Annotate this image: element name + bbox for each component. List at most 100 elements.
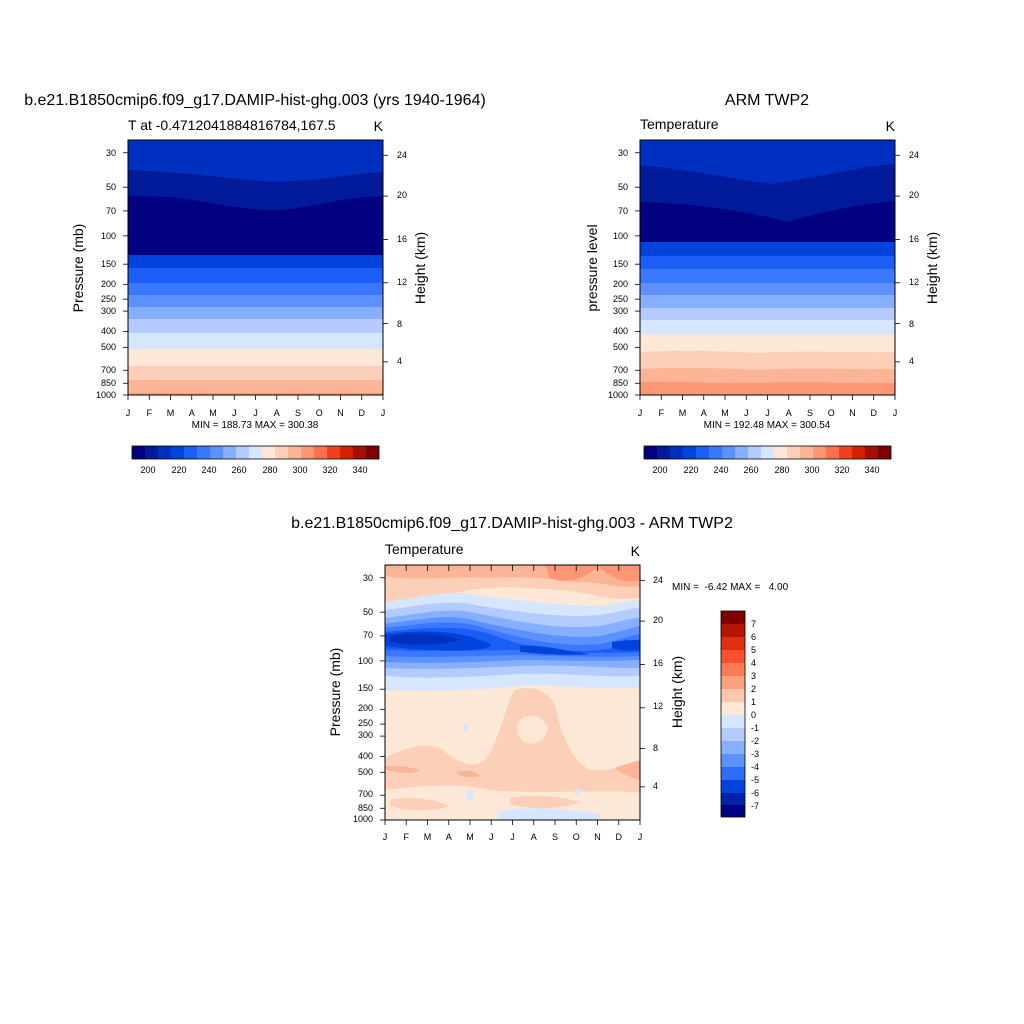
colorbar-label: -4 — [751, 762, 759, 772]
colorbar-label: 6 — [751, 632, 756, 642]
x-tick: D — [871, 408, 878, 418]
x-tick: J — [638, 832, 643, 842]
x-tick: A — [786, 408, 792, 418]
y-tick: 700 — [613, 365, 628, 375]
y2-tick: 24 — [909, 150, 919, 160]
axis-tick-marks — [123, 152, 900, 825]
panel-model: b.e21.B1850cmip6.f09_g17.DAMIP-hist-ghg.… — [24, 92, 486, 475]
x-tick: J — [383, 832, 388, 842]
y-tick: 100 — [101, 231, 116, 241]
y-tick: 300 — [613, 306, 628, 316]
x-tick: N — [594, 832, 601, 842]
y-tick: 300 — [101, 306, 116, 316]
y2-tick: 12 — [909, 277, 919, 287]
y-tick: 400 — [613, 326, 628, 336]
panel-obs-y-ticks: 30 50 70 100 150 200 250 300 400 500 700… — [608, 148, 628, 400]
y-tick: 1000 — [353, 814, 373, 824]
y-tick: 400 — [358, 751, 373, 761]
x-tick: D — [616, 832, 623, 842]
y-tick: 200 — [613, 279, 628, 289]
colorbar-label: 260 — [743, 465, 758, 475]
colorbar-label: -2 — [751, 736, 759, 746]
panel-diff-y-ticks: 30 50 70 100 150 200 250 300 400 500 700… — [353, 573, 373, 824]
y2-tick: 20 — [909, 190, 919, 200]
x-tick: O — [573, 832, 580, 842]
y2-tick: 4 — [653, 781, 658, 791]
panel-diff-top-ticks — [405, 565, 620, 571]
y2-tick: 8 — [653, 743, 658, 753]
y2-tick: 16 — [653, 658, 663, 668]
y-tick: 150 — [358, 683, 373, 693]
y-tick: 50 — [106, 182, 116, 192]
y-tick: 70 — [618, 206, 628, 216]
x-tick: J — [489, 832, 494, 842]
y-tick: 700 — [358, 789, 373, 799]
y-tick: 150 — [613, 259, 628, 269]
colorbar-label: 320 — [322, 465, 337, 475]
panel-diff-field — [385, 565, 640, 820]
y-tick: 50 — [618, 182, 628, 192]
panel-model-ylabel: Pressure (mb) — [70, 224, 86, 313]
y2-tick: 8 — [909, 319, 914, 329]
colorbar-label: 280 — [262, 465, 277, 475]
x-tick: S — [807, 408, 813, 418]
colorbar-label: 7 — [751, 619, 756, 629]
x-tick: M — [721, 408, 729, 418]
panel-obs-minmax: MIN = 192.48 MAX = 300.54 — [704, 420, 831, 431]
y-tick: 70 — [363, 630, 373, 640]
y-tick: 50 — [363, 607, 373, 617]
colorbar-label: 300 — [292, 465, 307, 475]
panel-diff-title: b.e21.B1850cmip6.f09_g17.DAMIP-hist-ghg.… — [291, 515, 733, 532]
colorbar-label: 220 — [171, 465, 186, 475]
x-tick: M — [466, 832, 474, 842]
colorbar-label: 260 — [231, 465, 246, 475]
panel-model-y-ticks: 30 50 70 100 150 200 250 300 400 500 700… — [96, 148, 116, 400]
y-tick: 200 — [101, 279, 116, 289]
colorbar-label: 340 — [352, 465, 367, 475]
y2-tick: 8 — [397, 319, 402, 329]
panel-obs-subtitle: Temperature — [640, 116, 719, 132]
x-tick: A — [531, 832, 537, 842]
panel-diff-ylabel-right: Height (km) — [669, 656, 685, 728]
x-tick: M — [167, 408, 175, 418]
y-tick: 500 — [358, 767, 373, 777]
y-tick: 150 — [101, 259, 116, 269]
x-tick: N — [849, 408, 856, 418]
panel-model-colorbar: 200 220 240 260 280 300 320 340 — [131, 445, 380, 475]
x-tick: J — [381, 408, 386, 418]
colorbar-label: 5 — [751, 645, 756, 655]
colorbar-label: -7 — [751, 801, 759, 811]
y-tick: 700 — [101, 365, 116, 375]
y-tick: 500 — [101, 342, 116, 352]
colorbar-label: 0 — [751, 710, 756, 720]
colorbar-label: 200 — [140, 465, 155, 475]
colorbar-label: 300 — [804, 465, 819, 475]
x-tick: M — [424, 832, 432, 842]
x-tick: J — [510, 832, 515, 842]
panel-diff-minmax: MIN = -6.42 MAX = 4.00 — [672, 582, 789, 593]
colorbar-label: 320 — [834, 465, 849, 475]
panel-diff-x-ticks: J F M A M J J A S O N D J — [383, 832, 643, 842]
panel-model-minmax: MIN = 188.73 MAX = 300.38 — [192, 420, 319, 431]
panel-model-x-ticks: J F M A M J J A S O N D J — [126, 408, 386, 418]
panel-obs-ylabel-right: Height (km) — [924, 232, 940, 304]
panel-diff-colorbar: 7 6 5 4 3 2 1 0 -1 -2 -3 -4 -5 -6 -7 — [720, 610, 759, 818]
y-tick: 30 — [106, 148, 116, 158]
panel-diff-y2-ticks: 24 20 16 12 8 4 — [653, 575, 663, 791]
y-tick: 300 — [358, 730, 373, 740]
colorbar-label: 240 — [201, 465, 216, 475]
panel-obs: ARM TWP2 Temperature K J F M A M J — [584, 92, 940, 475]
colorbar-label: 240 — [713, 465, 728, 475]
x-tick: J — [126, 408, 131, 418]
x-tick: J — [232, 408, 237, 418]
x-tick: O — [316, 408, 323, 418]
x-tick: S — [295, 408, 301, 418]
x-tick: N — [337, 408, 344, 418]
x-tick: J — [253, 408, 258, 418]
colorbar-label: 220 — [683, 465, 698, 475]
colorbar-label: 340 — [864, 465, 879, 475]
x-tick: A — [446, 832, 452, 842]
colorbar-label: 4 — [751, 658, 756, 668]
panel-obs-title: ARM TWP2 — [725, 92, 809, 109]
